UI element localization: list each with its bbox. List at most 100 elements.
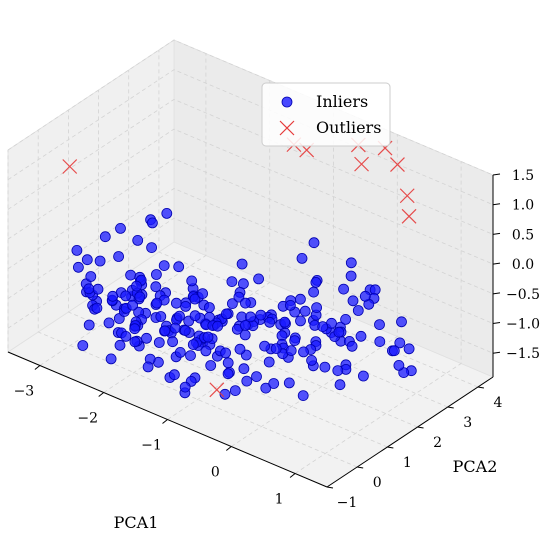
inlier-point	[94, 255, 106, 267]
legend-inlier-marker	[281, 96, 293, 108]
inlier-point	[146, 242, 158, 254]
inlier-point	[141, 332, 152, 344]
inlier-point	[306, 354, 318, 366]
inlier-point	[174, 310, 185, 322]
inlier-point	[310, 276, 322, 288]
y-tick-label: 1	[403, 455, 412, 471]
x-tick	[162, 419, 168, 424]
inlier-point	[77, 340, 89, 351]
inlier-point	[114, 339, 126, 351]
inlier-point	[105, 353, 117, 365]
y-tick-label: −1	[337, 495, 358, 511]
inlier-point	[219, 388, 231, 400]
inlier-point	[187, 339, 199, 351]
grid-line-x	[294, 161, 462, 474]
inlier-point	[299, 305, 311, 317]
grid-line-y	[68, 110, 388, 448]
inlier-point	[308, 286, 320, 298]
inlier-point	[170, 297, 182, 309]
z-tick-label: −1.0	[506, 317, 540, 333]
inlier-point	[134, 291, 146, 303]
z-tick-label: −1.5	[506, 346, 540, 362]
y-tick-label: 2	[433, 435, 442, 451]
y-tick	[417, 426, 424, 429]
inlier-point	[120, 330, 132, 342]
inlier-point	[334, 379, 346, 391]
inlier-point	[285, 345, 297, 357]
inlier-point	[151, 297, 163, 309]
inlier-point	[268, 378, 280, 389]
inlier-point	[189, 293, 201, 305]
inlier-point	[146, 217, 158, 229]
inlier-point	[403, 343, 415, 355]
grid-line-x	[231, 134, 398, 447]
inlier-point	[202, 331, 214, 343]
legend-outlier-marker	[279, 120, 295, 136]
inlier-point	[340, 313, 352, 325]
inlier-point	[91, 302, 103, 314]
inlier-point	[352, 305, 364, 316]
y-tick	[447, 406, 454, 409]
outlier-point	[209, 382, 225, 398]
inlier-point	[179, 381, 191, 393]
inlier-point	[167, 336, 179, 348]
inlier-point	[120, 290, 132, 302]
inlier-point	[125, 269, 137, 281]
inlier-point	[99, 231, 111, 243]
grid-line-z	[7, 69, 494, 206]
x-tick	[289, 473, 296, 478]
x-tick	[225, 446, 232, 451]
inlier-point	[394, 337, 406, 349]
inlier-point	[220, 308, 232, 320]
z-tick	[492, 351, 501, 354]
x-tick	[34, 365, 41, 370]
y-tick	[357, 466, 364, 469]
grid-line-z	[7, 158, 494, 295]
y-tick	[326, 486, 334, 489]
inlier-point	[180, 300, 192, 312]
inlier-point	[333, 326, 345, 338]
inlier-point	[270, 343, 282, 355]
inlier-point	[132, 234, 144, 246]
inlier-point	[200, 345, 212, 357]
y-axis-label: PCA2	[453, 457, 498, 476]
inlier-point	[174, 346, 186, 358]
inlier-point	[355, 330, 367, 342]
z-tick	[492, 232, 501, 235]
z-tick	[492, 292, 501, 295]
inlier-point	[294, 293, 306, 305]
inlier-point	[189, 310, 201, 322]
x-tick-label: −3	[14, 384, 35, 400]
grid-line-z	[7, 217, 494, 354]
inlier-point	[205, 360, 217, 371]
y-tick-label: 4	[493, 395, 502, 411]
y-axis-line	[326, 376, 494, 488]
z-tick-label: 0.5	[512, 227, 534, 243]
grid-line-x	[103, 80, 271, 393]
outlier-point	[390, 157, 405, 173]
inlier-point	[222, 357, 234, 369]
inlier-point	[297, 390, 309, 402]
y-tick-label: 0	[373, 475, 382, 491]
inlier-point	[222, 368, 234, 380]
inlier-point	[71, 244, 83, 256]
grid-line-z	[7, 188, 494, 324]
inlier-point	[374, 336, 386, 348]
inlier-point	[374, 319, 385, 331]
inlier-point	[197, 288, 209, 300]
inlier-point	[296, 252, 308, 264]
inlier-point	[308, 237, 320, 249]
inlier-point	[245, 311, 256, 323]
inlier-point	[113, 251, 124, 262]
inlier-point	[332, 365, 344, 377]
inlier-point	[388, 345, 400, 357]
inlier-point	[239, 319, 251, 331]
inlier-point	[150, 281, 162, 293]
inlier-point	[345, 270, 357, 282]
inlier-point	[396, 316, 407, 328]
inlier-point	[129, 323, 141, 335]
inlier-point	[158, 260, 170, 272]
inlier-point	[229, 385, 241, 397]
z-tick-label: 1.5	[512, 168, 534, 184]
